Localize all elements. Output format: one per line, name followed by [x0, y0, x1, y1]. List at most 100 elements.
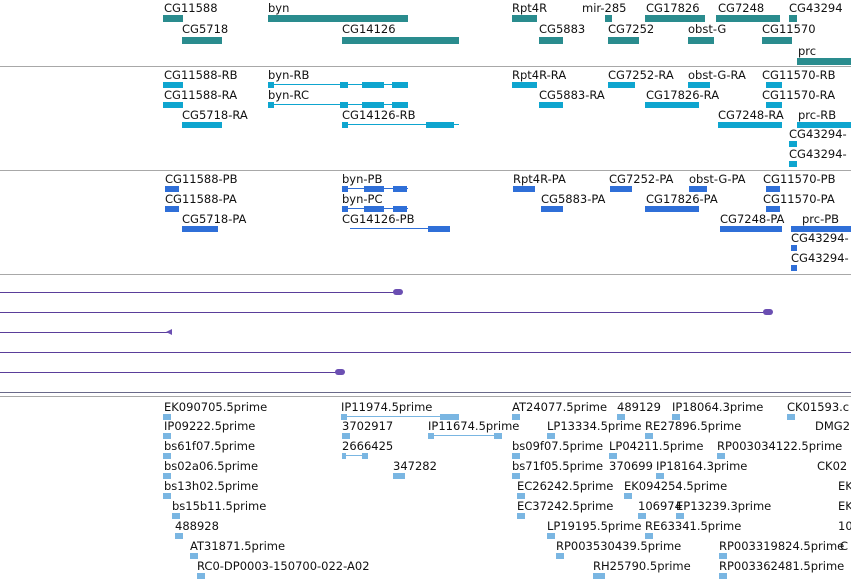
est-feature[interactable]: [717, 453, 725, 459]
est-label[interactable]: IP11674.5prime: [428, 419, 520, 433]
protein-label[interactable]: CG43294-: [791, 251, 849, 265]
gene-feature[interactable]: [605, 15, 612, 22]
transcript-exon[interactable]: [340, 102, 348, 108]
alignment-line[interactable]: [0, 292, 396, 293]
est-feature[interactable]: [517, 513, 525, 519]
est-label[interactable]: bs15b11.5prime: [172, 499, 267, 513]
est-exon[interactable]: [440, 414, 459, 420]
transcript-exon[interactable]: [362, 102, 384, 108]
est-label[interactable]: LP19195.5prime: [547, 519, 642, 533]
est-feature[interactable]: [556, 553, 564, 559]
gene-feature[interactable]: [789, 15, 797, 22]
transcript-feature[interactable]: [797, 122, 851, 128]
gene-feature[interactable]: [539, 37, 563, 44]
est-feature[interactable]: [172, 513, 180, 519]
protein-label[interactable]: CG7248-PA: [720, 212, 785, 226]
transcript-exon[interactable]: [392, 102, 408, 108]
transcript-exon[interactable]: [426, 122, 454, 128]
alignment-line[interactable]: [0, 352, 851, 353]
alignment-line[interactable]: [0, 332, 168, 333]
transcript-label[interactable]: CG43294-: [789, 127, 847, 141]
transcript-label[interactable]: CG7248-RA: [718, 108, 784, 122]
transcript-feature[interactable]: [608, 82, 635, 88]
est-label[interactable]: EK090705.5prime: [164, 400, 268, 414]
est-feature[interactable]: [617, 414, 625, 420]
est-label[interactable]: 3702917: [342, 419, 394, 433]
est-feature[interactable]: [393, 473, 405, 479]
protein-feature[interactable]: [610, 186, 632, 192]
transcript-feature[interactable]: [163, 102, 183, 108]
est-label[interactable]: CK02: [817, 459, 848, 473]
est-feature[interactable]: [656, 473, 664, 479]
est-exon[interactable]: [341, 414, 347, 420]
protein-feature[interactable]: [689, 186, 707, 192]
protein-exon[interactable]: [393, 186, 407, 192]
protein-feature[interactable]: [766, 206, 780, 212]
est-feature[interactable]: [672, 414, 680, 420]
est-label[interactable]: RP003362481.5prime: [719, 559, 845, 573]
est-label[interactable]: bs13h02.5prime: [164, 479, 259, 493]
est-label[interactable]: 370699: [609, 459, 653, 473]
gene-feature[interactable]: [268, 15, 408, 22]
est-label[interactable]: RP003034122.5prime: [717, 439, 843, 453]
est-feature[interactable]: [719, 553, 727, 559]
est-label[interactable]: bs61f07.5prime: [164, 439, 256, 453]
transcript-label[interactable]: CG11588-RB: [164, 68, 238, 82]
protein-exon[interactable]: [364, 206, 384, 212]
gene-label[interactable]: byn: [268, 1, 290, 15]
protein-feature[interactable]: [720, 226, 782, 232]
transcript-exon[interactable]: [268, 82, 274, 88]
gene-feature[interactable]: [645, 15, 705, 22]
transcript-feature[interactable]: [688, 82, 710, 88]
est-label[interactable]: RC0-DP0003-150700-022-A02: [197, 559, 370, 573]
transcript-label[interactable]: Rpt4R-RA: [512, 68, 567, 82]
transcript-feature[interactable]: [718, 122, 782, 128]
est-feature[interactable]: [787, 414, 795, 420]
est-label[interactable]: EK: [838, 499, 851, 513]
gene-feature[interactable]: [163, 15, 183, 22]
est-feature[interactable]: [676, 513, 684, 519]
transcript-exon[interactable]: [268, 102, 274, 108]
protein-feature[interactable]: [791, 245, 797, 251]
est-feature[interactable]: [163, 414, 171, 420]
est-feature[interactable]: [512, 473, 520, 479]
alignment-arrow-icon[interactable]: [166, 329, 172, 335]
transcript-label[interactable]: obst-G-RA: [688, 68, 746, 82]
transcript-exon[interactable]: [392, 82, 408, 88]
protein-feature[interactable]: [791, 226, 851, 232]
protein-label[interactable]: Rpt4R-PA: [513, 172, 566, 186]
protein-label[interactable]: prc-PB: [802, 212, 840, 226]
est-exon[interactable]: [362, 453, 368, 459]
gene-label[interactable]: CG14126: [342, 22, 396, 36]
gene-feature[interactable]: [797, 58, 851, 65]
gene-feature[interactable]: [608, 37, 639, 44]
est-feature[interactable]: [593, 573, 605, 579]
transcript-label[interactable]: CG17826-RA: [646, 88, 720, 102]
transcript-exon[interactable]: [362, 82, 384, 88]
gene-label[interactable]: CG7252: [608, 22, 655, 36]
transcript-label[interactable]: CG11588-RA: [164, 88, 238, 102]
transcript-label[interactable]: CG5718-RA: [182, 108, 248, 122]
gene-label[interactable]: Rpt4R: [512, 1, 548, 15]
gene-feature[interactable]: [688, 37, 714, 44]
transcript-feature[interactable]: [512, 82, 537, 88]
transcript-feature[interactable]: [766, 82, 782, 88]
est-feature[interactable]: [645, 533, 653, 539]
protein-feature[interactable]: [165, 206, 179, 212]
est-label[interactable]: 2666425: [342, 439, 394, 453]
protein-exon[interactable]: [393, 206, 407, 212]
est-label[interactable]: 106974: [638, 499, 682, 513]
transcript-feature[interactable]: [645, 102, 699, 108]
gene-feature[interactable]: [182, 37, 222, 44]
gene-label[interactable]: CG5883: [539, 22, 586, 36]
transcript-feature[interactable]: [163, 82, 183, 88]
alignment-line[interactable]: [0, 372, 338, 373]
est-label[interactable]: 488928: [175, 519, 219, 533]
est-label[interactable]: IP18064.3prime: [672, 400, 764, 414]
alignment-line[interactable]: [0, 392, 851, 393]
transcript-label[interactable]: byn-RB: [268, 68, 310, 82]
est-label[interactable]: RE27896.5prime: [645, 419, 742, 433]
est-label[interactable]: IP09222.5prime: [164, 419, 256, 433]
est-label[interactable]: DMG2: [815, 419, 851, 433]
est-feature[interactable]: [163, 493, 171, 499]
